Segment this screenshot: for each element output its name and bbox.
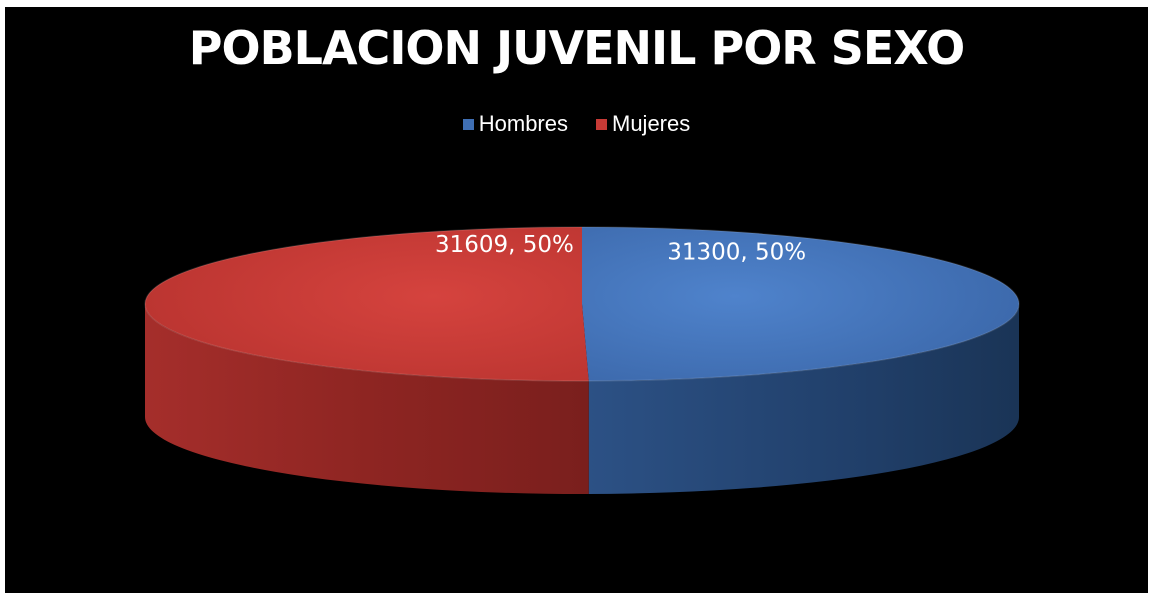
- chart-area: POBLACION JUVENIL POR SEXO Hombres Mujer…: [5, 7, 1148, 593]
- pie-slice-mujeres: [144, 227, 589, 382]
- legend-item-hombres: Hombres: [462, 111, 568, 137]
- pie-slice-hombres: [582, 227, 1019, 381]
- legend-label-hombres: Hombres: [478, 111, 568, 136]
- pie-side-hombres: [588, 304, 1019, 494]
- legend-swatch-hombres: [462, 118, 474, 130]
- legend-label-mujeres: Mujeres: [612, 111, 691, 136]
- pie-chart: 31300, 50% 31609, 50%: [144, 226, 1020, 495]
- data-label-mujeres: 31609, 50%: [435, 232, 574, 258]
- data-label-hombres: 31300, 50%: [667, 240, 806, 266]
- pie-side-mujeres: [145, 304, 589, 495]
- legend: Hombres Mujeres: [5, 111, 1148, 137]
- legend-swatch-mujeres: [596, 118, 607, 130]
- pie-rim: [144, 226, 1020, 382]
- legend-item-mujeres: Mujeres: [596, 111, 690, 137]
- chart-title: POBLACION JUVENIL POR SEXO: [188, 21, 965, 75]
